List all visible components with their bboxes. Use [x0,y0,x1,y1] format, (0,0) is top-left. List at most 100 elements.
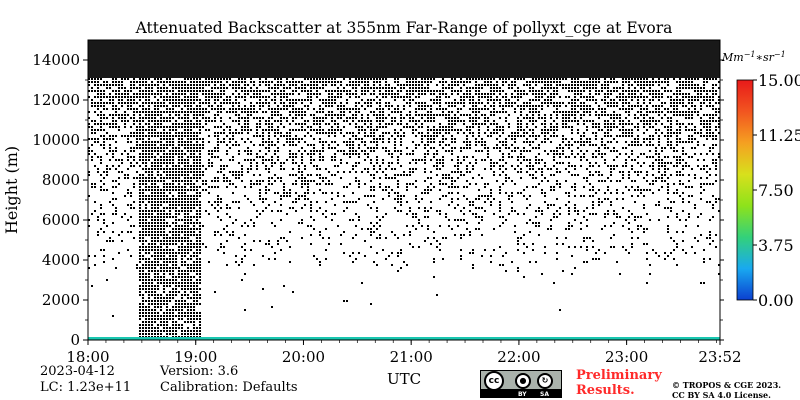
noise-dot [163,210,165,212]
noise-dot [187,111,189,113]
noise-dot [124,78,126,80]
noise-dot [190,93,192,95]
noise-dot [316,117,318,119]
noise-dot [160,231,162,233]
noise-dot [424,210,426,212]
noise-dot [364,144,366,146]
noise-dot [100,174,102,176]
noise-dot [409,87,411,89]
noise-dot [526,117,528,119]
noise-dot [157,84,159,86]
noise-dot [172,234,174,236]
noise-dot [466,135,468,137]
noise-dot [277,147,279,149]
noise-dot [256,117,258,119]
noise-dot [448,174,450,176]
noise-dot [493,120,495,122]
noise-dot [238,264,240,266]
noise-dot [154,120,156,122]
noise-dot [286,87,288,89]
noise-dot [172,306,174,308]
noise-dot [148,156,150,158]
noise-dot [499,225,501,227]
noise-dot [277,177,279,179]
noise-dot [286,93,288,95]
noise-dot [499,207,501,209]
noise-dot [529,111,531,113]
noise-dot [172,315,174,317]
noise-dot [334,114,336,116]
noise-dot [112,186,114,188]
noise-dot [184,177,186,179]
noise-dot [154,105,156,107]
noise-dot [166,315,168,317]
noise-dot [205,120,207,122]
noise-dot [364,123,366,125]
noise-dot [163,144,165,146]
noise-dot [439,225,441,227]
noise-dot [151,153,153,155]
noise-dot [112,108,114,110]
noise-dot [298,168,300,170]
noise-dot [391,90,393,92]
noise-dot [142,198,144,200]
noise-dot [274,180,276,182]
noise-dot [106,171,108,173]
noise-dot [259,135,261,137]
noise-dot [412,153,414,155]
noise-dot [187,240,189,242]
noise-dot [592,87,594,89]
noise-dot [412,120,414,122]
noise-dot [442,126,444,128]
noise-dot [550,78,552,80]
noise-dot [145,300,147,302]
noise-dot [106,84,108,86]
noise-dot [199,231,201,233]
noise-dot [142,177,144,179]
noise-dot [469,132,471,134]
noise-dot [475,105,477,107]
noise-dot [139,138,141,140]
noise-dot [454,120,456,122]
noise-dot [310,153,312,155]
noise-dot [304,120,306,122]
noise-dot [352,261,354,263]
noise-dot [580,114,582,116]
noise-dot [154,117,156,119]
noise-dot [163,180,165,182]
noise-dot [268,129,270,131]
noise-dot [445,114,447,116]
noise-dot [160,309,162,311]
noise-dot [367,204,369,206]
noise-dot [544,135,546,137]
noise-dot [199,210,201,212]
noise-dot [307,78,309,80]
noise-dot [406,102,408,104]
noise-dot [190,120,192,122]
noise-dot [475,90,477,92]
noise-dot [199,120,201,122]
noise-dot [280,123,282,125]
noise-dot [142,315,144,317]
noise-dot [157,105,159,107]
noise-dot [418,81,420,83]
noise-dot [142,102,144,104]
noise-dot [430,93,432,95]
noise-dot [454,234,456,236]
noise-dot [193,228,195,230]
noise-dot [91,87,93,89]
noise-dot [394,138,396,140]
noise-dot [502,264,504,266]
noise-dot [421,159,423,161]
noise-dot [424,102,426,104]
noise-dot [190,330,192,332]
noise-dot [235,87,237,89]
noise-dot [295,123,297,125]
noise-dot [484,117,486,119]
noise-dot [517,165,519,167]
noise-dot [352,87,354,89]
noise-dot [271,126,273,128]
noise-dot [415,120,417,122]
noise-dot [190,333,192,335]
noise-dot [427,210,429,212]
